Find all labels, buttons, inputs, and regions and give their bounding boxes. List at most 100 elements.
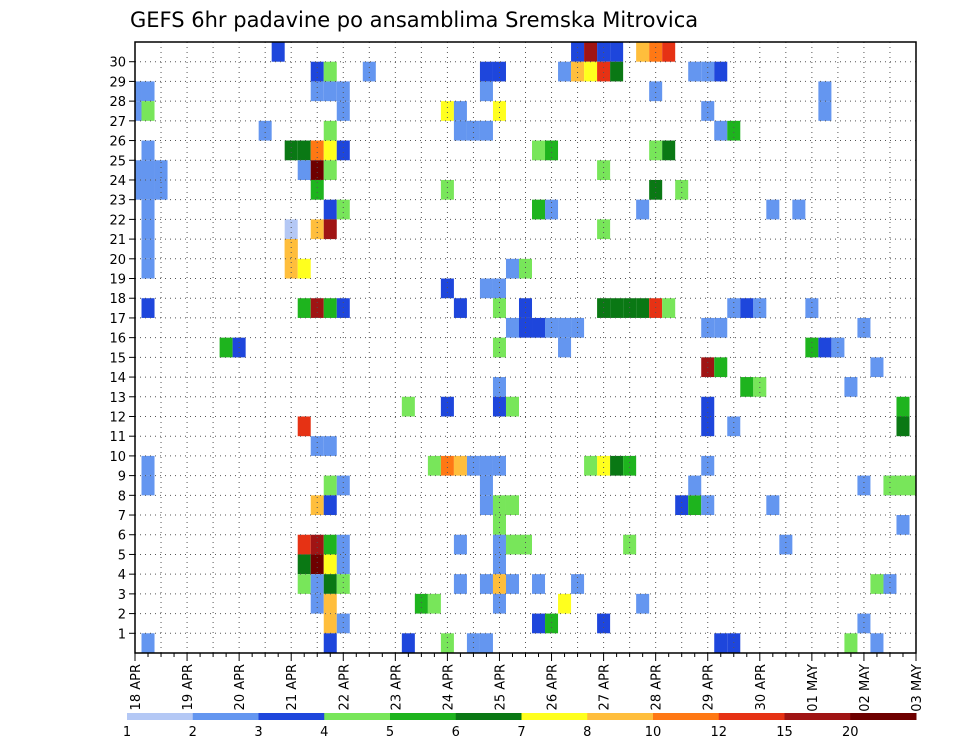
heatmap-cell — [727, 298, 741, 318]
heatmap-cell — [440, 455, 454, 476]
heatmap-cell — [323, 574, 337, 594]
heatmap-cell — [896, 416, 910, 437]
heatmap-cell — [896, 396, 910, 417]
heatmap-cell — [492, 593, 506, 614]
heatmap-cell — [323, 120, 337, 141]
heatmap-cell — [584, 42, 598, 62]
heatmap-cell — [492, 396, 506, 417]
heatmap-cell — [440, 179, 454, 200]
heatmap-cell — [323, 298, 337, 318]
heatmap-cell — [310, 554, 324, 575]
grid-lines — [135, 42, 916, 653]
heatmap-cell — [310, 179, 324, 200]
heatmap-cell — [714, 357, 728, 378]
heatmap-cell — [414, 593, 428, 614]
heatmap-cell — [479, 278, 493, 299]
heatmap-cell — [896, 475, 910, 496]
x-tick-label: 24 APR — [441, 664, 456, 710]
heatmap-cell — [323, 140, 337, 161]
x-tick-label: 25 APR — [493, 664, 508, 710]
colorbar-label: 1 — [123, 725, 131, 740]
heatmap-cell — [597, 42, 611, 62]
heatmap-cell — [870, 574, 884, 594]
heatmap-cell — [297, 140, 311, 161]
heatmap-cell — [310, 436, 324, 456]
x-axis-ticks: 18 APR 19 APR 20 APR 21 APR 22 APR 23 APR 24 A… — [129, 653, 925, 712]
heatmap-cell — [610, 298, 624, 318]
y-tick-label: 2 — [118, 608, 126, 623]
heatmap-cell — [141, 160, 155, 180]
y-tick-label: 23 — [109, 194, 126, 209]
heatmap-cell — [440, 101, 454, 121]
heatmap-cell — [675, 179, 689, 200]
heatmap-cell — [610, 42, 624, 62]
heatmap-cell — [297, 574, 311, 594]
heatmap-cell — [135, 160, 142, 180]
heatmap-cell — [310, 160, 324, 180]
heatmap-cell — [649, 42, 663, 62]
heatmap-cell — [623, 298, 637, 318]
heatmap-cell — [323, 61, 337, 82]
heatmap-cell — [154, 160, 168, 180]
heatmap-cell — [688, 475, 702, 496]
heatmap-cell — [141, 81, 155, 102]
heatmap-cell — [310, 219, 324, 240]
y-axis-ticks: 1234567891011121314151617181920212223242… — [109, 56, 135, 642]
heatmap-cell — [466, 633, 480, 653]
y-tick-label: 22 — [109, 213, 126, 228]
x-tick-label: 19 APR — [181, 664, 196, 710]
heatmap-cell — [753, 377, 767, 397]
heatmap-cell — [141, 258, 155, 279]
heatmap-cell — [883, 475, 897, 496]
x-tick-label: 20 APR — [233, 664, 248, 710]
heatmap-cell — [597, 61, 611, 82]
heatmap-cell — [141, 179, 155, 200]
x-tick-label: 28 APR — [650, 664, 665, 710]
heatmap-cell — [636, 199, 650, 220]
heatmap-cell — [336, 101, 350, 121]
heatmap-cell — [492, 278, 506, 299]
heatmap-cell — [597, 613, 611, 634]
heatmap-cell — [584, 455, 598, 476]
y-tick-label: 19 — [109, 273, 126, 288]
x-tick-label: 18 APR — [129, 664, 144, 710]
heatmap-cell — [440, 278, 454, 299]
y-tick-label: 10 — [109, 450, 126, 465]
heatmap-cell — [701, 396, 715, 417]
heatmap-cell — [636, 593, 650, 614]
heatmap-cell — [453, 534, 467, 555]
heatmap-cell — [623, 455, 637, 476]
heatmap-cell — [492, 101, 506, 121]
heatmap-cell — [701, 101, 715, 121]
heatmap-cell — [857, 613, 871, 634]
heatmap-cell — [297, 534, 311, 555]
heatmap-cell — [545, 613, 559, 634]
colorbar-label: 2 — [189, 725, 197, 740]
heatmap-cell — [310, 298, 324, 318]
heatmap-cell — [479, 455, 493, 476]
heatmap-cell — [818, 81, 832, 102]
y-tick-label: 9 — [118, 470, 126, 485]
heatmap-cell — [323, 475, 337, 496]
heatmap-cell — [623, 534, 637, 555]
colorbar-label: 6 — [452, 725, 460, 740]
heatmap-cell — [518, 534, 533, 555]
heatmap-cell — [310, 534, 324, 555]
y-tick-label: 17 — [109, 312, 126, 327]
heatmap-cell — [701, 61, 715, 82]
y-tick-label: 6 — [118, 529, 126, 544]
heatmap-cell — [310, 81, 324, 102]
heatmap-cell — [284, 239, 298, 259]
y-tick-label: 3 — [118, 588, 126, 603]
heatmap-cell — [492, 455, 506, 476]
heatmap-cell — [714, 633, 728, 653]
heatmap-cell — [135, 101, 142, 121]
y-tick-label: 12 — [109, 410, 126, 425]
heatmap-cell — [584, 61, 598, 82]
heatmap-cell — [362, 61, 376, 82]
heatmap-cell — [714, 61, 728, 82]
heatmap-cell — [323, 534, 337, 555]
heatmap-cell — [453, 101, 467, 121]
x-tick-label: 30 APR — [754, 664, 769, 710]
heatmap-cell — [857, 475, 871, 496]
